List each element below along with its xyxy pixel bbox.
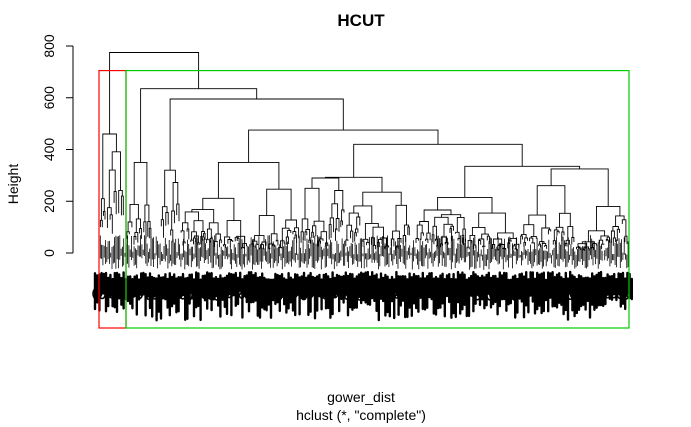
y-tick-label: 400 [41, 138, 57, 162]
method-sublabel: hclust (*, "complete") [296, 407, 426, 423]
y-tick-label: 0 [41, 249, 57, 257]
x-axis-label: gower_dist [327, 389, 395, 405]
chart-title: HCUT [337, 11, 385, 30]
cluster-rectangles [98, 69, 630, 329]
leaf-label-glyphs [92, 283, 634, 301]
dendrogram-path [99, 52, 628, 252]
leaf-label-band [92, 270, 634, 322]
y-tick-label: 600 [41, 86, 57, 110]
y-axis: 0 200 400 600 800 [41, 34, 74, 257]
y-tick-label: 200 [41, 189, 57, 213]
leaf-stubs [98, 235, 629, 270]
y-axis-label: Height [5, 164, 21, 205]
cluster-rect-2 [125, 69, 630, 329]
y-tick-label: 800 [41, 34, 57, 58]
dendrogram-branches [98, 52, 629, 270]
